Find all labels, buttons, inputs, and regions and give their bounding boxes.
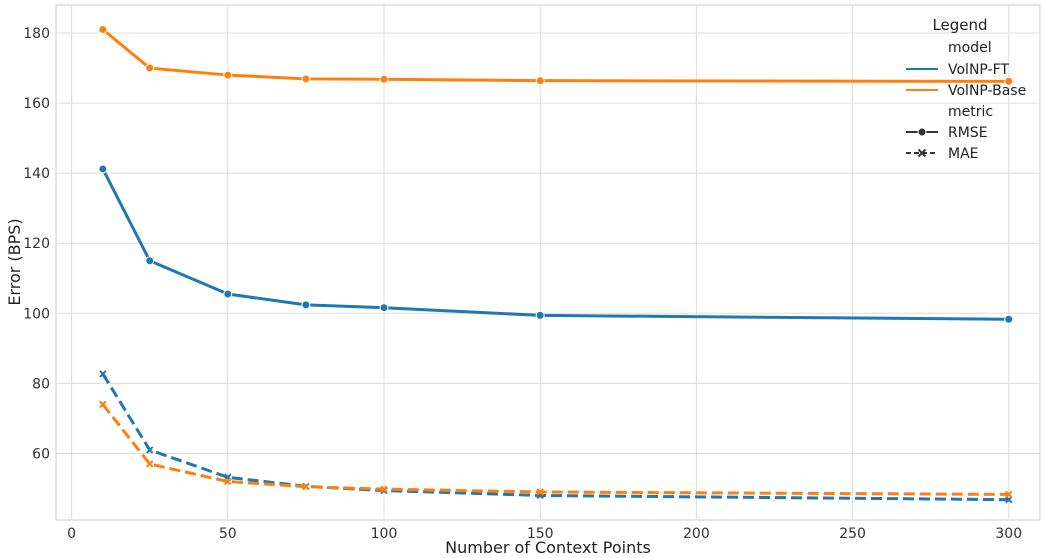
y-tick-label: 100 [23, 306, 50, 322]
data-point [917, 148, 927, 158]
series-volnp-ft-rmse [98, 164, 1014, 324]
data-point [223, 289, 233, 299]
x-tick-label: 250 [839, 526, 866, 542]
x-tick-label: 100 [371, 526, 398, 542]
x-tick-label: 300 [995, 526, 1022, 542]
data-point [379, 74, 389, 84]
data-series [98, 25, 1014, 504]
legend-label: RMSE [948, 125, 988, 141]
data-point [224, 477, 232, 486]
data-point [301, 300, 311, 310]
x-tick-label: 200 [683, 526, 710, 542]
tick-labels: 0 50 100 150 200 250 300 60 80 100 120 140 160 180 [23, 26, 1022, 542]
x-axis-label: Number of Context Points [445, 538, 651, 557]
data-point [98, 25, 108, 35]
data-point [223, 70, 233, 80]
data-point [98, 164, 108, 174]
y-tick-label: 180 [23, 26, 50, 42]
plot-area [55, 4, 1041, 521]
y-tick-label: 120 [23, 236, 50, 252]
data-point [145, 63, 155, 73]
legend-label: VolNP-FT [948, 62, 1009, 78]
x-tick-label: 50 [219, 526, 237, 542]
legend-label: VolNP-Base [948, 83, 1026, 99]
data-point [536, 488, 544, 496]
data-point [99, 400, 107, 409]
y-tick-label: 80 [32, 376, 50, 392]
grid-lines [56, 5, 1040, 520]
data-point [146, 460, 154, 468]
data-point [917, 127, 927, 137]
legend-label: MAE [948, 146, 979, 162]
legend-metric-heading: metric [948, 104, 993, 120]
y-tick-label: 140 [23, 166, 50, 182]
series-volnp-base-mae [99, 400, 1013, 499]
data-point [380, 485, 388, 493]
data-point [379, 303, 389, 313]
data-point [99, 370, 107, 378]
data-point [535, 310, 545, 320]
data-point [302, 483, 310, 491]
data-point [145, 256, 155, 266]
legend-model-heading: model [948, 40, 992, 56]
legend-title: Legend [932, 16, 987, 34]
data-point [1005, 490, 1013, 499]
data-point [301, 74, 311, 84]
data-point [1004, 76, 1014, 86]
x-tick-label: 0 [67, 526, 76, 542]
y-tick-label: 60 [32, 446, 50, 462]
legend: Legend model VolNP-FT VolNP-Base metric RMSE M… [906, 16, 1026, 162]
y-axis-label: Error (BPS) [5, 218, 24, 305]
data-point [535, 76, 545, 86]
y-tick-label: 160 [23, 96, 50, 112]
data-point [1004, 314, 1014, 324]
x-tick-label: 150 [527, 526, 554, 542]
data-point [146, 446, 154, 454]
series-volnp-base-rmse [98, 25, 1014, 86]
